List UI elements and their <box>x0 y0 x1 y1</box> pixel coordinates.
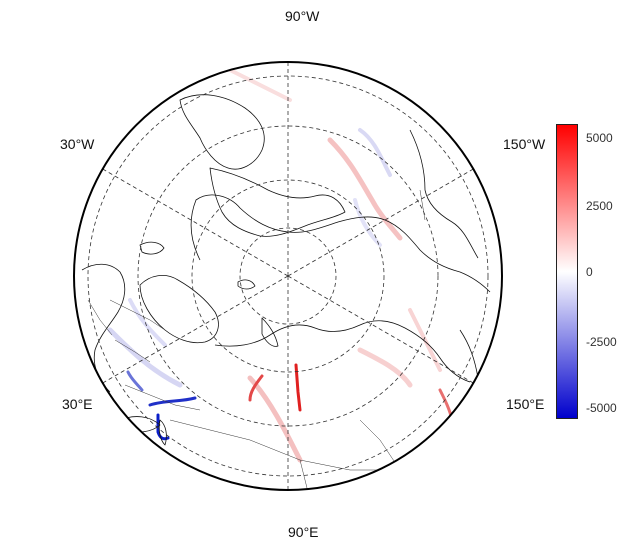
trace-siberia-pos-3 <box>408 308 442 372</box>
lon-label-lower-right: 150°E <box>506 396 545 412</box>
lon-label-lower-left: 30°E <box>62 396 93 412</box>
siberia-coast <box>214 320 471 383</box>
lon-label-upper-right: 150°W <box>503 136 546 152</box>
map-boundary <box>73 61 503 491</box>
graticule <box>87 62 489 490</box>
coastlines <box>81 94 491 451</box>
trace-danube-neg <box>126 370 144 392</box>
river-traces <box>107 68 454 463</box>
canada-archipelago <box>209 167 346 237</box>
greenland-coast <box>179 94 265 170</box>
caspian-sea <box>158 419 167 446</box>
trace-greenland-pos <box>228 68 292 102</box>
lon-label-upper-left: 30°W <box>60 136 95 152</box>
trace-ob <box>248 374 264 402</box>
svalbard <box>237 279 256 290</box>
colorbar-tick: -5000 <box>586 401 617 415</box>
trace-north-america-pos <box>327 137 403 241</box>
europe-coast <box>81 263 126 393</box>
trace-europe-neg <box>107 327 183 388</box>
trace-siberia-pos-2 <box>357 347 413 388</box>
japan <box>469 419 478 451</box>
novaya-zemlya <box>261 317 279 347</box>
trace-volga-neg <box>148 396 197 407</box>
country-borders <box>87 189 426 490</box>
alaska-coast <box>409 129 479 259</box>
iceland <box>139 241 165 255</box>
colorbar-tick: 5000 <box>586 131 613 145</box>
north-america-coast <box>190 194 491 293</box>
lon-label-top: 90°W <box>285 8 320 24</box>
colorbar-tick: 0 <box>586 265 593 279</box>
colorbar-tick: -2500 <box>586 335 617 349</box>
lon-label-bottom: 90°E <box>288 524 319 540</box>
trace-yenisei <box>294 363 302 412</box>
colorbar <box>556 124 578 419</box>
colorbar-tick: 2500 <box>586 199 613 213</box>
scandinavia-coast <box>139 275 219 344</box>
trace-alaska-neg <box>358 128 392 177</box>
